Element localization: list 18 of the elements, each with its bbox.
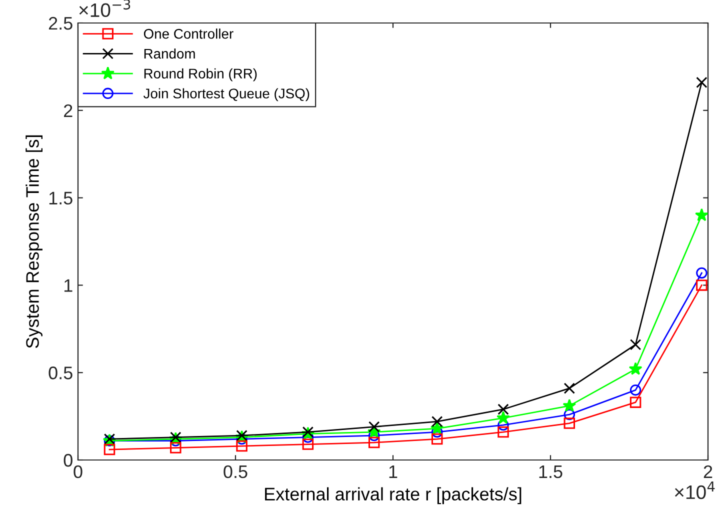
legend-label: Round Robin (RR) xyxy=(144,68,257,82)
x-tick-label: 1 xyxy=(389,466,398,478)
legend-label: Random xyxy=(144,48,195,59)
x-axis-title: External arrival rate r [packets/s] xyxy=(265,487,522,504)
legend-label: One Controller xyxy=(144,28,234,39)
y-tick-label: 2.5 xyxy=(48,16,72,30)
x-tick-label: 0.5 xyxy=(224,465,248,478)
y-tick-label: 2 xyxy=(64,104,72,117)
x-tick-label: 0 xyxy=(74,465,82,478)
y-tick-label: 1 xyxy=(64,279,72,292)
text: ×10$^{4}$ xyxy=(674,482,715,500)
x-tick-label: 1.5 xyxy=(539,466,562,478)
y-tick-label: 0.5 xyxy=(48,366,72,380)
x-tick-label: 2 xyxy=(704,465,712,478)
y-axis-title: System Response Time [s] xyxy=(26,135,42,348)
y-tick-label: 0 xyxy=(64,454,72,467)
y-tick-label: 1.5 xyxy=(49,192,72,205)
legend-label: Join Shortest Queue (JSQ) xyxy=(143,88,310,102)
